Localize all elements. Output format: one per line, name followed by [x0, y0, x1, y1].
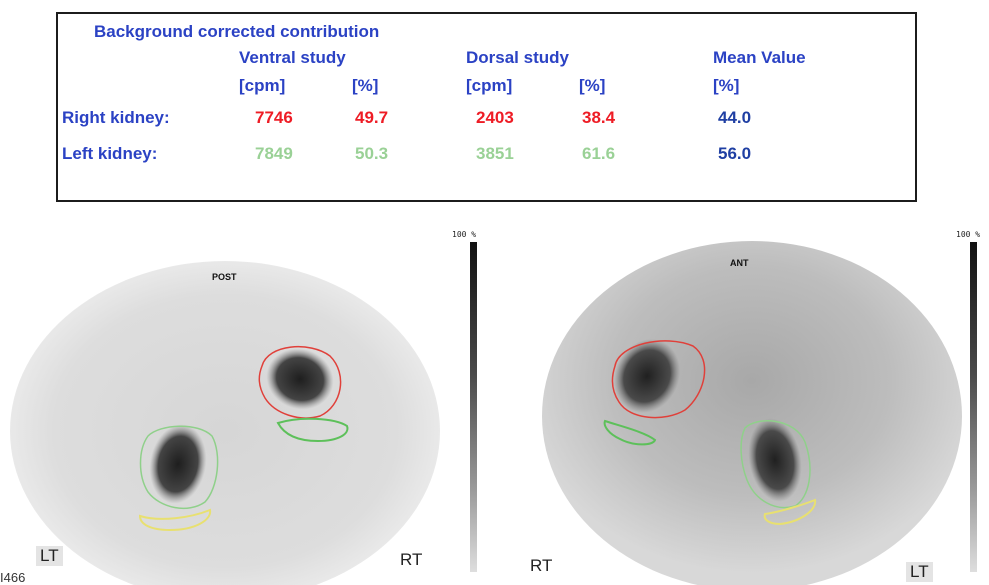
right-kidney-label: Right kidney: — [62, 108, 170, 127]
right-ventral-pct: 49.7 — [355, 108, 389, 127]
anterior-left-background-roi — [763, 498, 817, 526]
anterior-left-marker: RT — [530, 556, 553, 575]
ventral-study-header: Ventral study — [239, 48, 346, 67]
mean-value-header: Mean Value — [713, 48, 806, 67]
anterior-scale-label: 100 % — [956, 230, 981, 239]
left-kidney-label: Left kidney: — [62, 144, 158, 163]
mean-pct-unit: [%] — [713, 76, 740, 95]
posterior-view-label: POST — [212, 272, 237, 282]
image-id: I466 — [0, 570, 26, 585]
posterior-scan-image — [10, 261, 440, 585]
posterior-left-kidney — [149, 424, 207, 504]
anterior-field-of-view — [542, 241, 962, 585]
posterior-field-of-view — [10, 261, 440, 585]
posterior-right-marker: RT — [400, 550, 423, 569]
posterior-intensity-colorbar — [470, 242, 477, 572]
right-dorsal-cpm: 2403 — [476, 108, 514, 127]
ventral-cpm-unit: [cpm] — [239, 76, 286, 95]
left-mean-pct: 56.0 — [718, 144, 752, 163]
left-ventral-pct: 50.3 — [355, 144, 389, 163]
left-dorsal-cpm: 3851 — [476, 144, 514, 163]
right-ventral-cpm: 7746 — [255, 108, 293, 127]
posterior-left-kidney-roi — [139, 425, 219, 510]
anterior-right-kidney — [613, 339, 681, 413]
posterior-right-background-roi — [276, 417, 349, 443]
right-dorsal-pct: 38.4 — [582, 108, 616, 127]
dorsal-study-header: Dorsal study — [466, 48, 569, 67]
anterior-right-marker: LT — [906, 562, 933, 582]
anterior-intensity-colorbar — [970, 242, 977, 572]
anterior-right-background-roi — [603, 419, 657, 446]
anterior-right-kidney-roi — [611, 340, 706, 419]
dorsal-pct-unit: [%] — [579, 76, 606, 95]
anterior-scan-image — [542, 241, 962, 585]
table-title: Background corrected contribution — [94, 22, 380, 41]
left-ventral-cpm: 7849 — [255, 144, 293, 163]
left-dorsal-pct: 61.6 — [582, 144, 616, 163]
anterior-view-label: ANT — [730, 258, 749, 268]
ventral-pct-unit: [%] — [352, 76, 379, 95]
posterior-right-kidney — [266, 348, 334, 410]
posterior-right-kidney-roi — [258, 345, 342, 419]
right-mean-pct: 44.0 — [718, 108, 752, 127]
results-table: Background corrected contribution Ventra… — [56, 12, 917, 202]
anterior-left-kidney — [748, 418, 802, 502]
posterior-left-marker: LT — [36, 546, 63, 566]
posterior-scale-label: 100 % — [452, 230, 477, 239]
posterior-left-background-roi — [138, 508, 212, 532]
dorsal-cpm-unit: [cpm] — [466, 76, 513, 95]
